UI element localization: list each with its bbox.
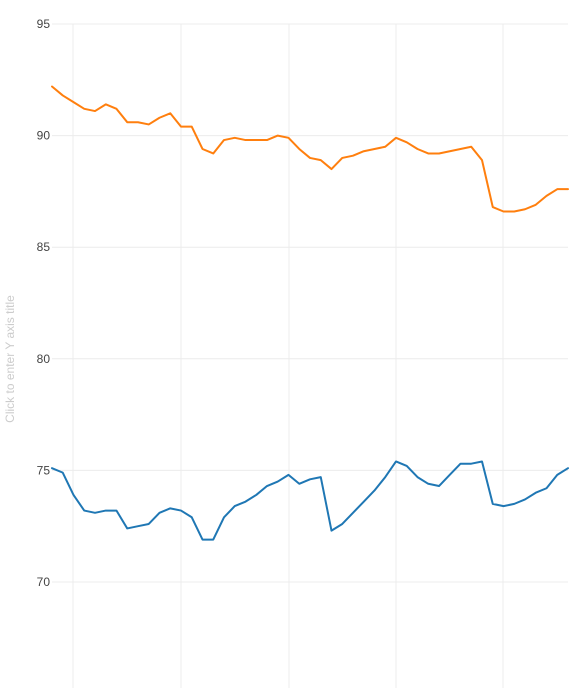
- series-line-1[interactable]: [51, 460, 569, 541]
- y-tick-label: 80: [37, 352, 51, 366]
- gridlines: [52, 23, 568, 688]
- y-tick-label: 95: [37, 17, 51, 31]
- y-tick-label: 75: [37, 463, 51, 477]
- y-axis-ticks: 70 75 80 85 90 95: [37, 17, 51, 589]
- y-tick-label: 90: [37, 129, 51, 143]
- y-axis-title[interactable]: Click to enter Y axis title: [3, 295, 17, 423]
- y-tick-label: 85: [37, 240, 51, 254]
- series-lines: [51, 85, 569, 541]
- y-tick-label: 70: [37, 575, 51, 589]
- series-line-0[interactable]: [51, 85, 569, 213]
